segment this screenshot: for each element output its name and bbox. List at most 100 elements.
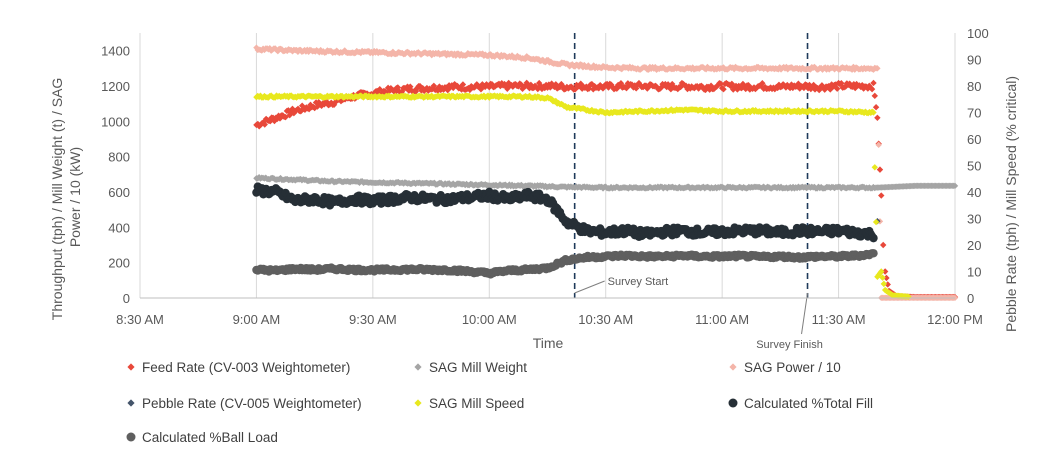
y-right-tick-label: 50 [967, 159, 981, 174]
data-point [878, 268, 885, 275]
data-point [833, 85, 841, 92]
data-point [870, 79, 877, 87]
y-right-tick-label: 80 [967, 79, 981, 94]
data-point [537, 82, 544, 90]
data-point [883, 274, 890, 282]
y-axis-title-right: Pebble Rate (tph) / Mill Speed (% critic… [1003, 76, 1019, 332]
data-point [642, 82, 650, 89]
data-point [717, 80, 724, 87]
legend-marker [729, 363, 737, 371]
annotations: Survey Start Survey Finish [573, 33, 823, 351]
x-tick-label: 8:30 AM [116, 312, 164, 327]
data-point [869, 233, 878, 243]
legend-marker [728, 398, 738, 408]
data-point [266, 45, 274, 52]
data-point [851, 66, 858, 73]
y-right-tick-label: 20 [967, 238, 981, 253]
y-axis-title-left-line-1: Throughput (tph) / Mill Weight (t) / SAG [49, 78, 65, 321]
data-point [775, 81, 783, 89]
series-0 [253, 79, 959, 301]
data-point [664, 81, 672, 88]
data-point [572, 86, 579, 93]
legend-item: Pebble Rate (CV-005 Weightometer) [127, 396, 362, 411]
y-right-tick-label: 60 [967, 132, 981, 147]
y-left-tick-label: 1000 [101, 114, 130, 129]
legend-marker [127, 399, 135, 407]
x-axis-title: Time [533, 335, 564, 351]
data-point [282, 113, 289, 121]
data-point [530, 84, 537, 92]
data-point [617, 80, 625, 87]
data-point [806, 81, 813, 89]
legend-marker [414, 363, 422, 371]
data-point [720, 86, 727, 93]
data-point [652, 63, 659, 71]
y-right-tick-label: 10 [967, 265, 981, 280]
y-right-tick-label: 40 [967, 185, 981, 200]
callout-leader [801, 292, 809, 335]
data-point [545, 81, 553, 88]
data-point [497, 82, 504, 90]
data-point [687, 85, 694, 92]
data-point [630, 84, 637, 91]
data-point [635, 79, 643, 87]
grid [139, 33, 956, 298]
data-point [318, 102, 325, 110]
data-point [618, 65, 625, 73]
data-point [444, 86, 451, 94]
data-point [677, 83, 684, 91]
survey-label: Survey Start [608, 276, 669, 288]
data-point [838, 80, 845, 87]
data-point [436, 83, 443, 90]
data-point [752, 65, 759, 73]
data-point [811, 86, 819, 93]
data-point [605, 84, 612, 91]
data-point [778, 83, 785, 90]
data-point [707, 82, 715, 89]
data-point [414, 84, 421, 92]
data-point [394, 84, 402, 91]
y-left-tick-label: 0 [123, 291, 130, 306]
x-tick-label: 12:00 PM [927, 312, 983, 327]
legend-item: SAG Power / 10 [729, 360, 841, 375]
data-point [878, 192, 885, 199]
x-tick-label: 9:00 AM [233, 312, 281, 327]
data-point [667, 85, 675, 93]
data-point [702, 86, 709, 94]
data-point [609, 83, 616, 91]
data-point [699, 83, 706, 91]
data-point [405, 49, 413, 56]
y-axis-title-left: Throughput (tph) / Mill Weight (t) / SAG… [49, 74, 83, 320]
legend-item: SAG Mill Speed [414, 396, 524, 411]
y-left-tick-label: 800 [108, 150, 130, 165]
data-point [590, 86, 597, 93]
data-point [583, 83, 590, 90]
data-point [598, 64, 605, 72]
x-tick-label: 11:30 AM [812, 312, 866, 327]
data-point [682, 82, 690, 90]
data-point [880, 241, 887, 249]
data-point [783, 63, 790, 71]
data-point [542, 58, 549, 66]
data-point [742, 85, 749, 93]
data-point [825, 82, 833, 90]
data-point [577, 80, 584, 87]
data-point [730, 65, 738, 73]
data-point [849, 83, 856, 90]
y-right-tick-label: 70 [967, 106, 981, 121]
legend-marker [127, 363, 135, 371]
data-point [870, 109, 877, 116]
data-point [714, 81, 722, 89]
data-point [674, 85, 681, 93]
x-tick-label: 10:00 AM [462, 312, 517, 327]
data-point [727, 82, 734, 90]
data-point [585, 62, 592, 69]
legend-item: Calculated %Total Fill [728, 396, 873, 411]
series-2 [253, 44, 959, 302]
y-right-tick-label: 30 [967, 212, 981, 227]
data-point [590, 62, 597, 69]
data-point [509, 83, 517, 90]
data-point [544, 56, 552, 64]
data-point [793, 83, 801, 90]
